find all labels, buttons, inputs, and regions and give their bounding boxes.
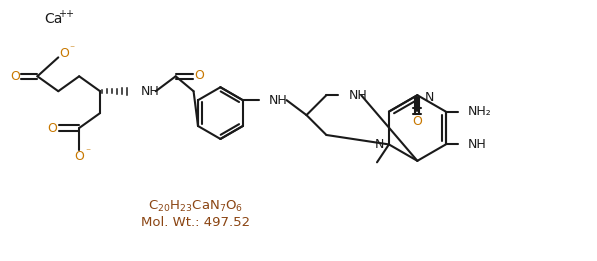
Text: N: N xyxy=(424,91,433,104)
Text: NH₂: NH₂ xyxy=(467,105,491,118)
Text: O: O xyxy=(413,115,422,128)
Text: $\mathregular{C_{20}H_{23}CaN_{7}O_{6}}$: $\mathregular{C_{20}H_{23}CaN_{7}O_{6}}$ xyxy=(148,199,243,214)
Text: ⁻: ⁻ xyxy=(85,147,91,157)
Text: ++: ++ xyxy=(59,9,74,19)
Text: NH: NH xyxy=(269,94,287,107)
Text: NH: NH xyxy=(348,89,367,102)
Text: O: O xyxy=(11,70,20,83)
Text: NH: NH xyxy=(141,85,159,98)
Text: N: N xyxy=(374,138,384,151)
Text: Ca: Ca xyxy=(44,11,63,26)
Text: ⁻: ⁻ xyxy=(70,44,75,55)
Text: Mol. Wt.: 497.52: Mol. Wt.: 497.52 xyxy=(141,216,250,229)
Text: O: O xyxy=(59,47,69,60)
Text: O: O xyxy=(74,150,84,163)
Text: O: O xyxy=(47,122,57,134)
Text: O: O xyxy=(195,69,204,82)
Text: NH: NH xyxy=(467,138,487,151)
